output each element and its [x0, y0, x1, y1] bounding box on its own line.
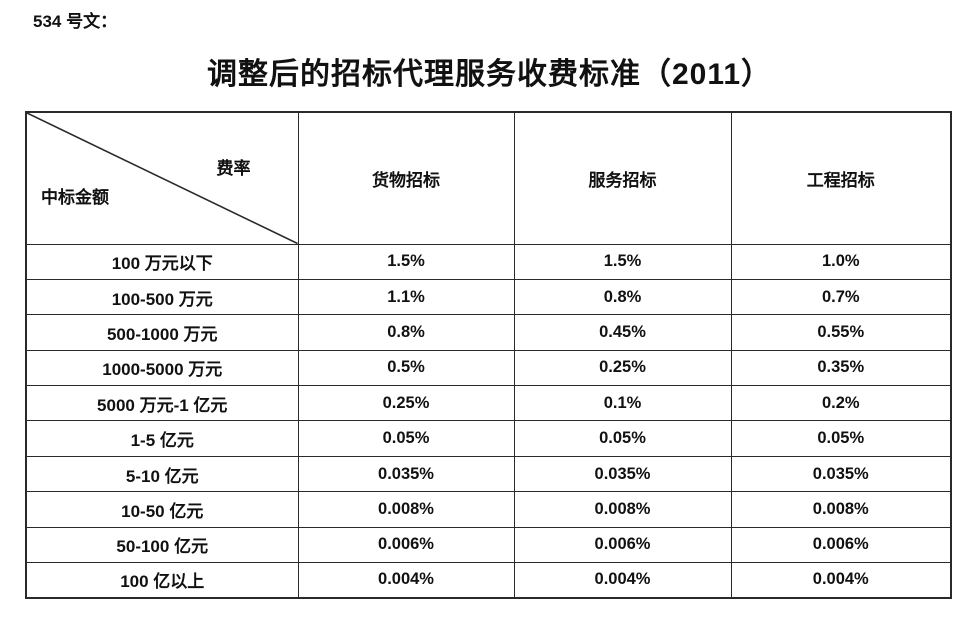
rate-cell: 0.8%	[513, 278, 732, 316]
rate-cell: 0.25%	[513, 349, 732, 387]
table-row: 50-100 亿元 0.006% 0.006% 0.006%	[25, 526, 952, 564]
rate-cell: 0.035%	[730, 455, 952, 493]
rate-cell: 0.2%	[730, 385, 952, 422]
rate-cell: 0.006%	[730, 526, 952, 564]
table-row: 500-1000 万元 0.8% 0.45% 0.55%	[25, 314, 952, 351]
rate-cell: 0.004%	[730, 562, 952, 599]
column-header-services: 服务招标	[513, 111, 732, 245]
column-header-engineering: 工程招标	[730, 111, 952, 245]
rate-cell: 0.55%	[730, 314, 952, 351]
rate-cell: 0.5%	[297, 349, 515, 387]
amount-cell: 1000-5000 万元	[25, 349, 299, 387]
rate-cell: 0.35%	[730, 349, 952, 387]
rate-cell: 1.1%	[297, 278, 515, 316]
doc-number-label: 534 号文：	[33, 12, 118, 31]
diagonal-header-cell: 费率 中标金额	[25, 111, 299, 245]
corner-label-rate: 费率	[216, 159, 251, 178]
diagonal-line	[27, 113, 298, 244]
table-row: 10-50 亿元 0.008% 0.008% 0.008%	[25, 491, 952, 528]
amount-cell: 1-5 亿元	[25, 420, 299, 457]
rate-cell: 0.45%	[513, 314, 732, 351]
rate-cell: 0.05%	[297, 420, 515, 457]
rate-cell: 1.5%	[297, 243, 515, 280]
amount-cell: 100-500 万元	[25, 278, 299, 316]
amount-cell: 500-1000 万元	[25, 314, 299, 351]
rate-cell: 0.006%	[513, 526, 732, 564]
rate-cell: 0.7%	[730, 278, 952, 316]
rate-cell: 0.05%	[730, 420, 952, 457]
header-row: 费率 中标金额 货物招标 服务招标 工程招标	[25, 111, 952, 245]
amount-cell: 50-100 亿元	[25, 526, 299, 564]
rate-cell: 0.035%	[297, 455, 515, 493]
amount-cell: 100 万元以下	[25, 243, 299, 280]
rate-cell: 0.8%	[297, 314, 515, 351]
rate-cell: 0.25%	[297, 385, 515, 422]
fee-table: 费率 中标金额 货物招标 服务招标 工程招标 100 万元以下 1.5% 1.5% 1…	[25, 111, 952, 599]
rate-cell: 0.008%	[513, 491, 732, 528]
table-row: 1-5 亿元 0.05% 0.05% 0.05%	[25, 420, 952, 457]
table-row: 100 万元以下 1.5% 1.5% 1.0%	[25, 243, 952, 280]
table-row: 100 亿以上 0.004% 0.004% 0.004%	[25, 562, 952, 599]
rate-cell: 0.008%	[297, 491, 515, 528]
rate-cell: 1.0%	[730, 243, 952, 280]
table-row: 100-500 万元 1.1% 0.8% 0.7%	[25, 278, 952, 316]
rate-cell: 0.004%	[297, 562, 515, 599]
amount-cell: 5000 万元-1 亿元	[25, 385, 299, 422]
table-row: 1000-5000 万元 0.5% 0.25% 0.35%	[25, 349, 952, 387]
amount-cell: 5-10 亿元	[25, 455, 299, 493]
rate-cell: 0.1%	[513, 385, 732, 422]
rate-cell: 0.035%	[513, 455, 732, 493]
amount-cell: 100 亿以上	[25, 562, 299, 599]
amount-cell: 10-50 亿元	[25, 491, 299, 528]
page-title: 调整后的招标代理服务收费标准（2011）	[206, 58, 773, 91]
rate-cell: 0.004%	[513, 562, 732, 599]
corner-label-amount: 中标金额	[41, 187, 109, 207]
rate-cell: 0.006%	[297, 526, 515, 564]
fee-table-body: 100 万元以下 1.5% 1.5% 1.0% 100-500 万元 1.1% 0.8% 0.…	[25, 243, 952, 599]
table-row: 5-10 亿元 0.035% 0.035% 0.035%	[25, 455, 952, 493]
rate-cell: 0.008%	[730, 491, 952, 528]
rate-cell: 1.5%	[513, 243, 732, 280]
rate-cell: 0.05%	[513, 420, 732, 457]
column-header-goods: 货物招标	[297, 111, 515, 245]
table-row: 5000 万元-1 亿元 0.25% 0.1% 0.2%	[25, 385, 952, 422]
